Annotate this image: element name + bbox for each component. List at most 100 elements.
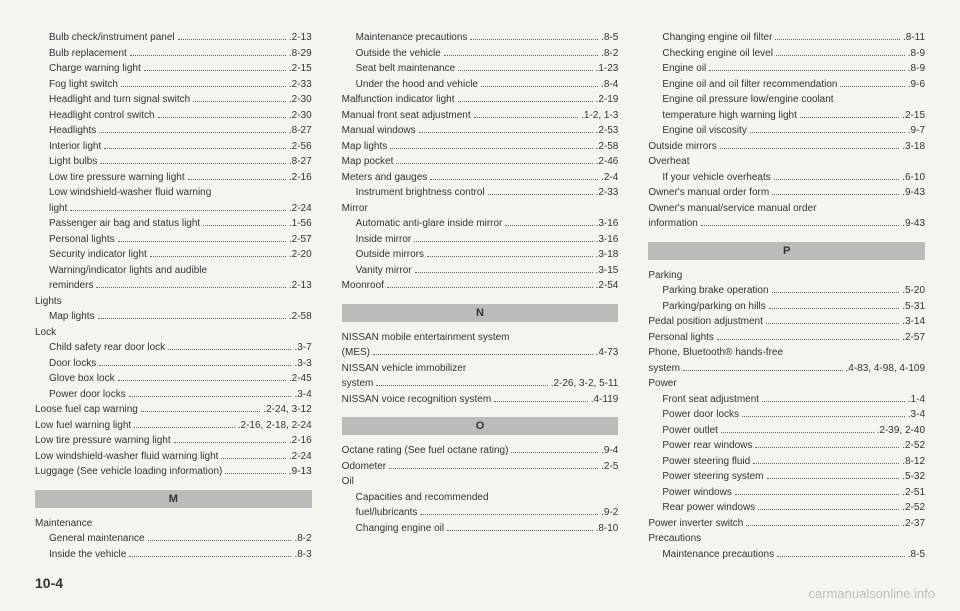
leader-dots [178,32,286,40]
index-entry: Power door locks.3-4 [35,387,312,403]
entry-label: If your vehicle overheats [662,170,770,186]
entry-label: Changing engine oil filter [662,30,772,46]
entry-label: Engine oil [662,61,706,77]
leader-dots [225,466,286,474]
leader-dots [735,487,899,495]
entry-page: .2-24 [289,201,312,217]
entry-label: reminders [49,278,93,294]
entry-label: Power windows [662,485,731,501]
entry-page: .8-9 [908,61,925,77]
leader-dots [104,141,286,149]
entry-page: .3-15 [596,263,619,279]
entry-label: light [49,201,67,217]
column-2: Maintenance precautions.8-5Outside the v… [342,30,619,570]
entry-page: .2-57 [289,232,312,248]
entry-page: .3-4 [908,407,925,423]
entry-page: .2-19 [596,92,619,108]
entry-label: Power steering fluid [662,454,750,470]
leader-dots [99,358,291,366]
entry-page: .2-52 [902,438,925,454]
entry-label: Luggage (See vehicle loading information… [35,464,222,480]
entry-page: .3-7 [294,340,311,356]
leader-dots [373,347,593,355]
entry-label: Low windshield-washer fluid warning ligh… [35,449,218,465]
entry-label: Warning/indicator lights and audible [49,263,207,279]
leader-dots [134,420,235,428]
index-entry: (MES).4-73 [342,345,619,361]
entry-label: information [648,216,697,232]
leader-dots [755,440,899,448]
column-3: Changing engine oil filter.8-11Checking … [648,30,925,570]
entry-label: Checking engine oil level [662,46,773,62]
index-entry: Bulb check/instrument panel.2-13 [35,30,312,46]
leader-dots [118,234,286,242]
leader-dots [458,63,592,71]
entry-label: system [648,361,680,377]
leader-dots [776,48,905,56]
index-entry: Power rear windows.2-52 [648,438,925,454]
leader-dots [774,172,899,180]
leader-dots [390,141,592,149]
leader-dots [758,502,899,510]
entry-label: Fog light switch [49,77,118,93]
entry-label: Map lights [49,309,95,325]
index-entry: Door locks.3-3 [35,356,312,372]
entry-page: .9-7 [908,123,925,139]
entry-page: .9-43 [902,216,925,232]
entry-label: Low tire pressure warning light [49,170,185,186]
index-entry: Power steering fluid.8-12 [648,454,925,470]
index-entry: Passenger air bag and status light .1-56 [35,216,312,232]
entry-page: .2-39, 2-40 [877,423,925,439]
index-entry: system.4-83, 4-98, 4-109 [648,361,925,377]
index-entry: reminders.2-13 [35,278,312,294]
index-entry: Map lights.2-58 [342,139,619,155]
entry-page: .9-43 [902,185,925,201]
entry-label: Manual front seat adjustment [342,108,471,124]
leader-dots [470,32,598,40]
entry-label: temperature high warning light [662,108,797,124]
group-heading: Power [648,376,925,392]
leader-dots [701,218,899,226]
index-entry: Outside mirrors.3-18 [342,247,619,263]
entry-page: .2-30 [289,92,312,108]
leader-dots [840,79,904,87]
index-entry: Parking/parking on hills.5-31 [648,299,925,315]
entry-label: Loose fuel cap warning [35,402,138,418]
entry-label: Power inverter switch [648,516,743,532]
entry-page: .2-20 [289,247,312,263]
section-heading: P [648,242,925,260]
index-entry: Changing engine oil filter.8-11 [648,30,925,46]
entry-page: .1-56 [289,216,312,232]
leader-dots [415,265,593,273]
leader-dots [750,125,905,133]
index-entry: Power windows.2-51 [648,485,925,501]
index-entry: Charge warning light.2-15 [35,61,312,77]
entry-page: .2-16, 2-18, 2-24 [238,418,312,434]
index-entry: Inside mirror.3-16 [342,232,619,248]
entry-page: .6-10 [902,170,925,186]
group-heading: Lights [35,294,312,310]
entry-page: .8-2 [294,531,311,547]
entry-label: NISSAN mobile entertainment system [342,330,510,346]
leader-dots [777,549,905,557]
entry-page: .2-57 [902,330,925,346]
index-entry: Low tire pressure warning light.2-16 [35,433,312,449]
leader-dots [481,79,598,87]
index-entry: Manual front seat adjustment.1-2, 1-3 [342,108,619,124]
entry-label: Map lights [342,139,388,155]
index-entry: system.2-26, 3-2, 5-11 [342,376,619,392]
index-entry: Power inverter switch.2-37 [648,516,925,532]
entry-label: Personal lights [49,232,115,248]
index-entry: Changing engine oil.8-10 [342,521,619,537]
entry-page: .4-73 [596,345,619,361]
leader-dots [158,110,286,118]
entry-label: Headlights [49,123,96,139]
index-entry: Front seat adjustment.1-4 [648,392,925,408]
index-entry: Under the hood and vehicle.8-4 [342,77,619,93]
index-entry: Luggage (See vehicle loading information… [35,464,312,480]
page-number: 10-4 [35,575,63,591]
entry-page: .3-16 [596,216,619,232]
leader-dots [130,48,286,56]
entry-label: Passenger air bag and status light [49,216,200,232]
entry-label: Headlight and turn signal switch [49,92,190,108]
